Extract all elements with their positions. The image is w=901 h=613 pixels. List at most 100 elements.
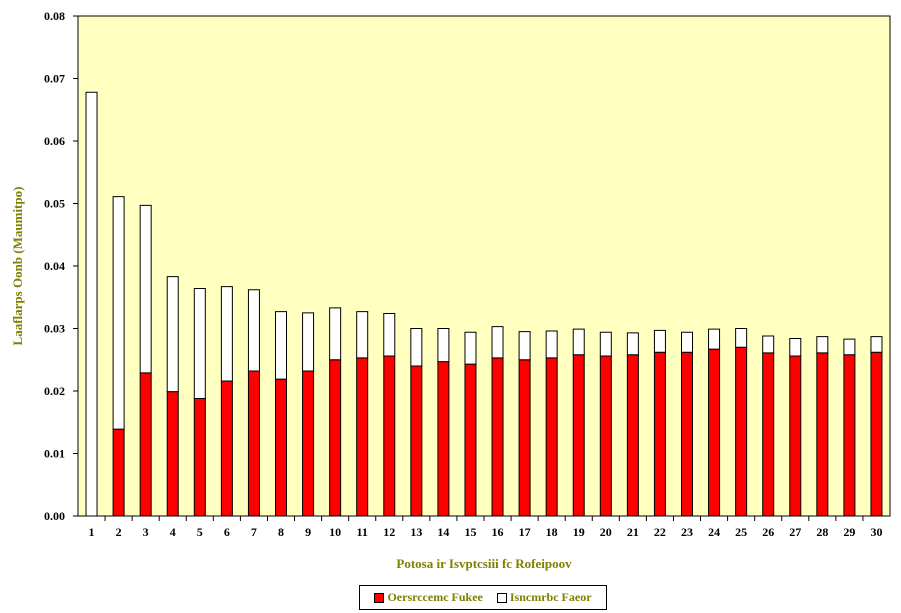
plot-area [77, 15, 891, 517]
bar-segment-series-2-cat-27 [789, 338, 802, 357]
bar-segment-series-2-cat-22 [653, 329, 666, 353]
x-tick-label: 27 [789, 525, 801, 539]
bar-segment-series-2-cat-13 [410, 328, 423, 367]
y-tick-label: 0.00 [44, 509, 65, 523]
x-tick-label: 21 [627, 525, 639, 539]
bar-segment-series-2-cat-24 [708, 328, 721, 350]
bar-segment-series-2-cat-8 [275, 311, 287, 380]
x-tick-label: 2 [116, 525, 122, 539]
x-tick-label: 5 [197, 525, 203, 539]
bar-segment-series-1-cat-15 [464, 363, 477, 517]
bar-segment-series-2-cat-3 [139, 204, 152, 374]
bar-segment-series-1-cat-3 [139, 372, 152, 517]
bars [85, 91, 883, 517]
bar-segment-series-2-cat-10 [329, 307, 342, 361]
bar-segment-series-2-cat-23 [681, 331, 693, 353]
legend-item-series-2: Isncmrbc Faeor [496, 590, 592, 605]
bar-segment-series-1-cat-26 [762, 352, 775, 517]
legend-swatch-red [374, 592, 385, 603]
bar-segment-series-2-cat-30 [870, 336, 883, 353]
bar-segment-series-1-cat-14 [437, 361, 450, 517]
bar-segment-series-2-cat-18 [545, 330, 558, 359]
bar-segment-series-1-cat-20 [599, 355, 612, 517]
bar-segment-series-2-cat-15 [464, 331, 477, 365]
bar-segment-series-1-cat-12 [383, 355, 396, 517]
x-tick-label: 13 [410, 525, 422, 539]
bar-segment-series-2-cat-6 [220, 286, 233, 382]
bar-segment-series-1-cat-29 [843, 354, 856, 517]
x-tick-label: 25 [735, 525, 747, 539]
x-tick-label: 20 [600, 525, 612, 539]
bar-segment-series-1-cat-27 [789, 355, 802, 517]
bar-segment-series-1-cat-6 [220, 380, 233, 517]
y-tick-label: 0.01 [44, 447, 65, 461]
bar-segment-series-1-cat-5 [193, 398, 206, 517]
bar-segment-series-1-cat-22 [653, 351, 666, 517]
x-tick-label: 1 [89, 525, 95, 539]
bar-segment-series-1-cat-2 [112, 428, 125, 517]
x-tick-label: 24 [708, 525, 720, 539]
x-tick-label: 29 [843, 525, 855, 539]
legend-item-series-1: Oersrccemc Fukee [374, 590, 483, 605]
bar-segment-series-1-cat-13 [410, 365, 423, 517]
legend-label: Isncmrbc Faeor [509, 590, 592, 604]
x-tick-label: 7 [251, 525, 257, 539]
legend: Oersrccemc Fukee Isncmrbc Faeor [359, 585, 607, 610]
bar-segment-series-2-cat-20 [599, 331, 612, 357]
x-tick-label: 8 [278, 525, 284, 539]
bar-segment-series-2-cat-11 [356, 311, 369, 359]
x-tick-label: 19 [573, 525, 585, 539]
bar-segment-series-1-cat-21 [626, 354, 639, 517]
bar-segment-series-2-cat-12 [383, 313, 396, 357]
x-tick-label: 3 [143, 525, 149, 539]
y-tick-label: 0.07 [44, 72, 65, 86]
x-tick-label: 4 [170, 525, 176, 539]
x-tick-label: 11 [357, 525, 368, 539]
y-axis-title: Laaflarps Oonb (Maumitpo) [10, 187, 25, 346]
bar-segment-series-1-cat-4 [166, 391, 179, 517]
legend-label: Oersrccemc Fukee [387, 590, 483, 604]
y-axis: 0.00 0.01 0.02 0.03 0.04 0.05 0.06 0.07 0.08 [44, 9, 78, 523]
x-tick-label: 30 [870, 525, 882, 539]
legend-swatch-white [496, 592, 507, 603]
bar-segment-series-1-cat-16 [491, 357, 504, 517]
x-tick-label: 23 [681, 525, 693, 539]
bar-segment-series-1-cat-8 [275, 378, 287, 517]
bar-segment-series-1-cat-7 [247, 370, 260, 517]
bar-segment-series-1-cat-18 [545, 357, 558, 517]
bar-segment-series-2-cat-9 [302, 312, 315, 372]
bar-segment-series-1-cat-9 [302, 370, 315, 517]
bar-segment-series-2-cat-5 [193, 288, 206, 399]
bar-segment-series-1-cat-30 [870, 351, 883, 517]
bar-segment-series-1-cat-24 [708, 348, 721, 517]
bar-segment-series-2-cat-2 [112, 196, 125, 430]
x-tick-label: 26 [762, 525, 774, 539]
bar-segment-series-2-cat-19 [572, 328, 585, 356]
y-tick-label: 0.08 [44, 9, 65, 23]
bar-segment-series-2-cat-7 [247, 289, 260, 372]
x-tick-label: 28 [816, 525, 828, 539]
bar-segment-series-1-cat-23 [681, 351, 693, 517]
x-axis: 1 2 3 4 5 6 7 8 9 10 11 12 13 14 15 16 17 18 19 20 21 22 23 24 2… [89, 516, 882, 539]
y-tick-label: 0.02 [44, 384, 65, 398]
bar-segment-series-1-cat-28 [816, 352, 829, 517]
x-tick-label: 17 [519, 525, 531, 539]
bar-segment-series-2-cat-4 [166, 276, 179, 393]
bar-segment-series-2-cat-28 [816, 336, 829, 354]
x-tick-label: 9 [305, 525, 311, 539]
x-tick-label: 22 [654, 525, 666, 539]
bar-segment-series-1-cat-17 [518, 359, 531, 517]
x-tick-label: 10 [329, 525, 341, 539]
y-tick-label: 0.06 [44, 134, 65, 148]
bar-segment-series-2-cat-21 [626, 332, 639, 356]
bar-segment-series-2-cat-26 [762, 335, 775, 354]
bar-segment-series-2-cat-16 [491, 326, 504, 359]
x-axis-title: Potosa ir Isvptcsiii fc Rofeipoov [396, 556, 572, 571]
bar-segment-series-2-cat-17 [518, 331, 531, 361]
bar-segment-series-2-cat-25 [735, 328, 748, 348]
bar-segment-series-1-cat-10 [329, 359, 342, 517]
bar-segment-series-1-cat-25 [735, 346, 748, 517]
x-tick-label: 12 [383, 525, 395, 539]
x-tick-label: 6 [224, 525, 230, 539]
